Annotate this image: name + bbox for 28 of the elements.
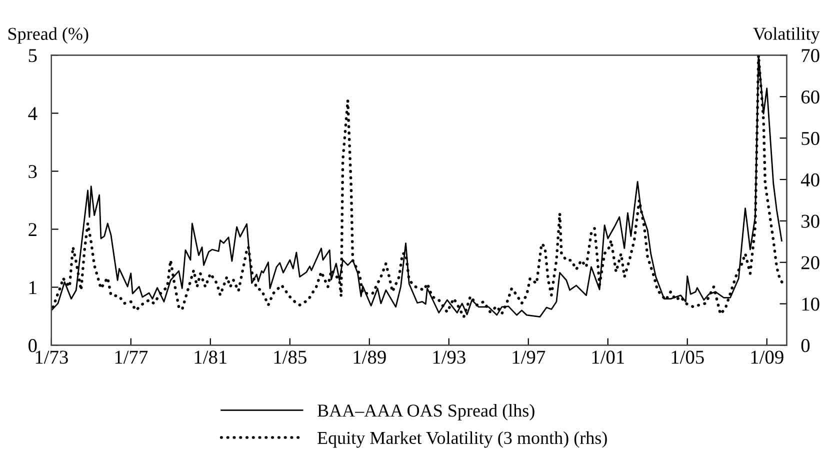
x-tick-label: 1/73 xyxy=(36,350,68,364)
y-tick-label: 4 xyxy=(28,107,38,120)
x-tick-label: 1/01 xyxy=(592,350,624,364)
y2-tick-label: 0 xyxy=(801,339,810,352)
x-tick-label: 1/85 xyxy=(274,350,306,364)
legend-label: Equity Market Volatility (3 month) (rhs) xyxy=(318,431,607,448)
y2-tick-label: 70 xyxy=(802,49,820,62)
y-tick-label: 2 xyxy=(28,223,36,236)
y-tick-label: 3 xyxy=(28,165,37,178)
y-axis-title: Spread (%) xyxy=(8,27,88,44)
x-tick-label: 1/09 xyxy=(751,350,784,364)
y-tick-label: 5 xyxy=(28,49,37,62)
y-tick-label: 1 xyxy=(29,281,36,294)
x-tick-label: 1/77 xyxy=(115,350,148,364)
y2-tick-label: 10 xyxy=(802,298,820,311)
y2-tick-label: 30 xyxy=(802,214,820,228)
y2-tick-label: 40 xyxy=(800,173,820,186)
x-tick-label: 1/05 xyxy=(672,350,704,364)
y2-tick-label: 50 xyxy=(802,132,820,146)
y2-tick-label: 20 xyxy=(801,256,820,270)
y2-axis-title: Volatility xyxy=(753,27,820,44)
legend-label: BAA–AAA OAS Spread (lhs) xyxy=(318,404,534,420)
y-tick-label: 0 xyxy=(28,339,37,352)
x-tick-label: 1/93 xyxy=(433,350,466,364)
x-tick-label: 1/89 xyxy=(354,350,386,364)
x-tick-label: 1/97 xyxy=(512,350,546,364)
y2-tick-label: 60 xyxy=(801,90,820,104)
x-tick-label: 1/81 xyxy=(194,350,227,364)
